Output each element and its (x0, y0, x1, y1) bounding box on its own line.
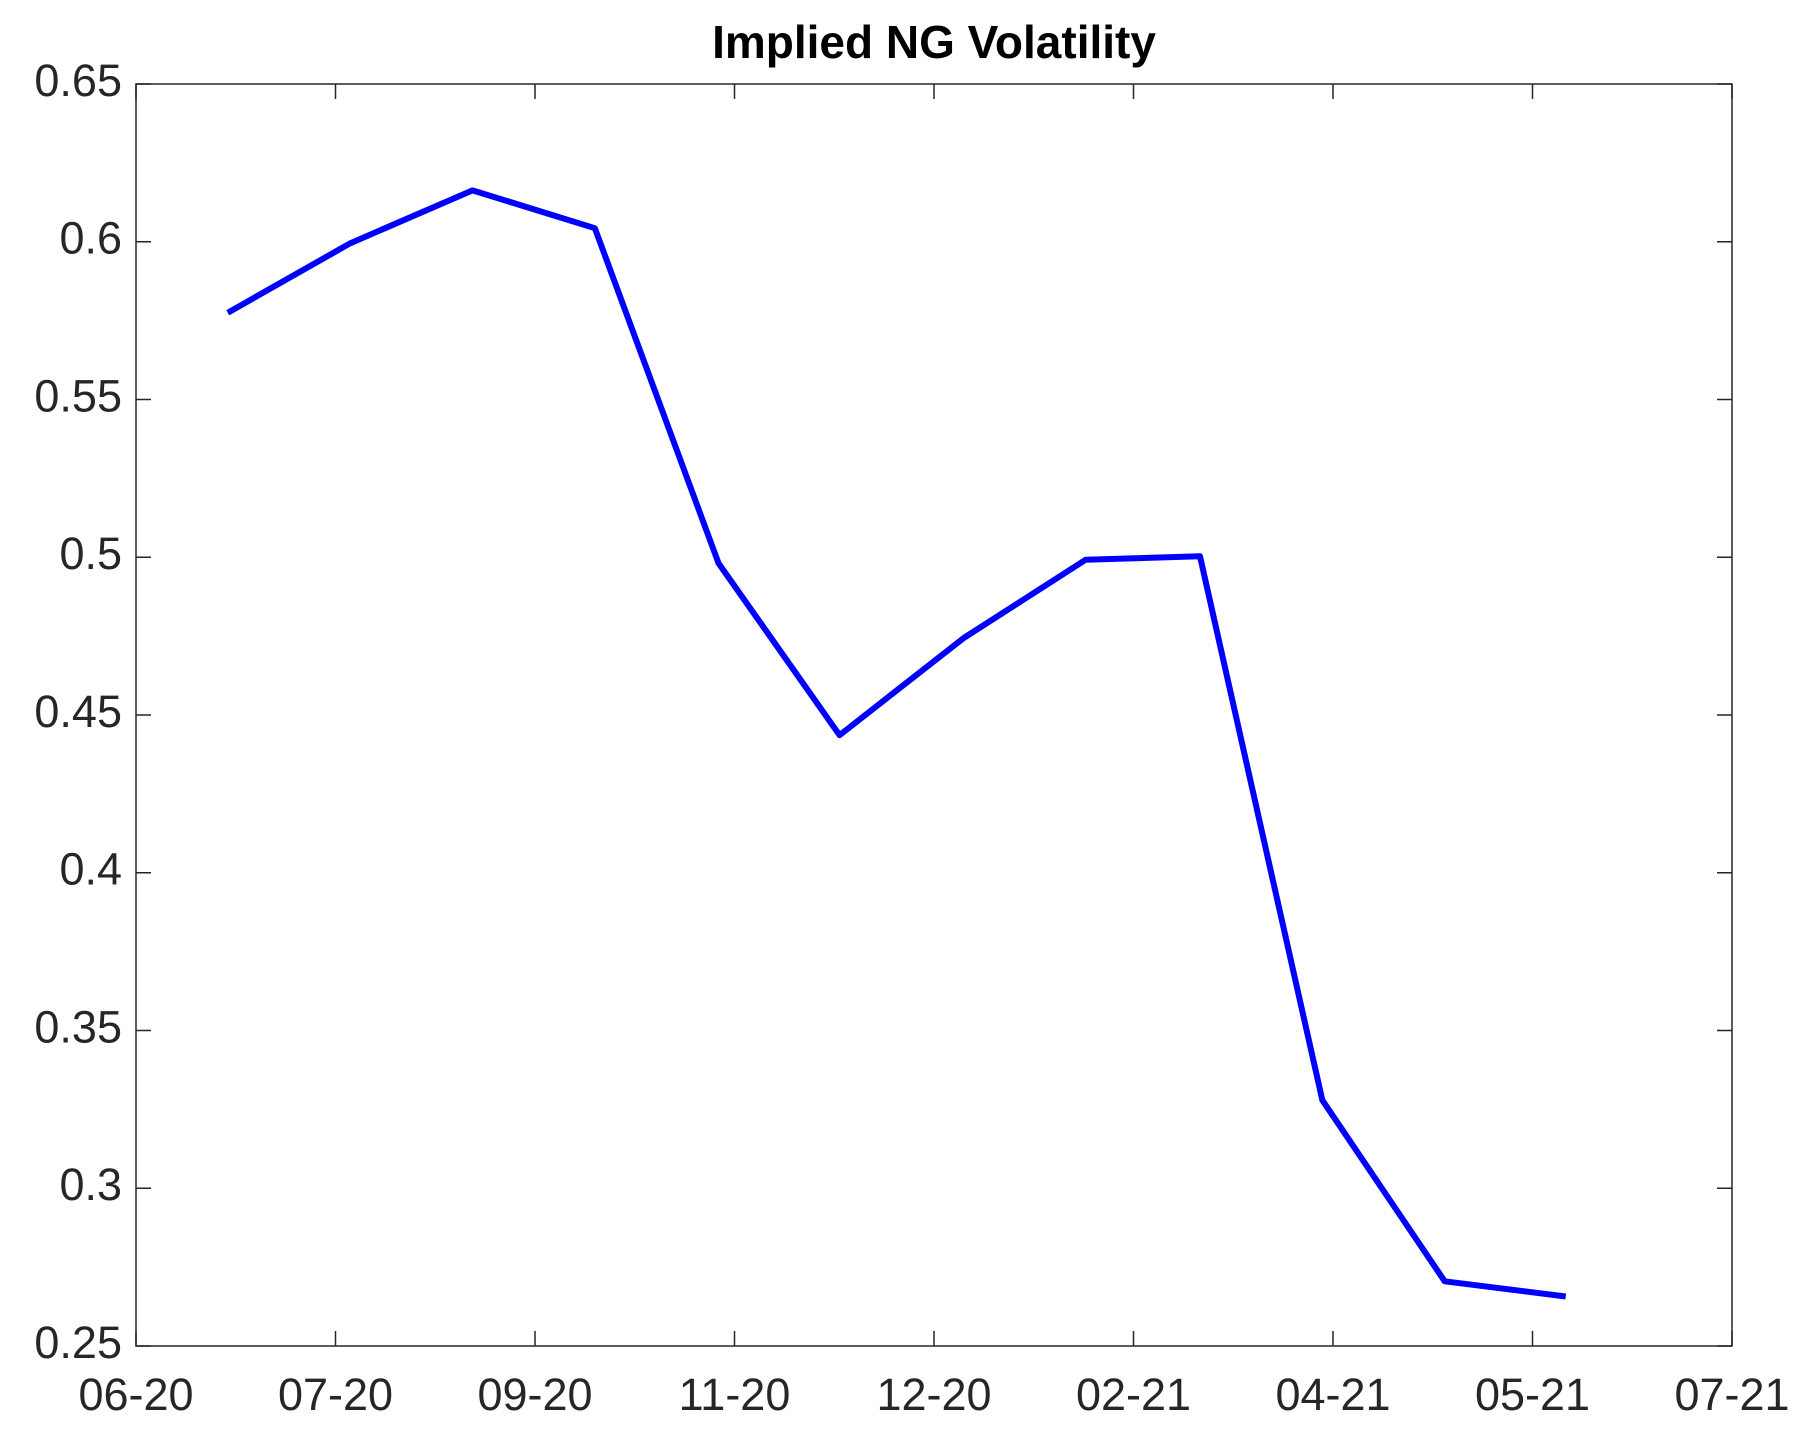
x-tick-label: 12-20 (876, 1369, 991, 1420)
x-tick-label: 11-20 (679, 1369, 791, 1420)
y-tick-label: 0.6 (59, 213, 122, 264)
y-tick-label: 0.65 (34, 55, 122, 106)
y-tick-label: 0.3 (59, 1159, 122, 1210)
x-tick-label: 07-21 (1674, 1369, 1789, 1420)
plot-frame (135, 83, 1733, 1347)
x-tick-label: 06-20 (78, 1369, 193, 1420)
x-tick-label: 07-20 (278, 1369, 393, 1420)
y-tick-label: 0.5 (59, 528, 122, 579)
x-tick-label: 04-21 (1275, 1369, 1390, 1420)
y-tick-label: 0.35 (34, 1001, 122, 1052)
y-tick-label: 0.45 (34, 686, 122, 737)
y-tick-label: 0.55 (34, 370, 122, 421)
x-tick-label: 02-21 (1076, 1369, 1191, 1420)
y-tick-label: 0.4 (59, 844, 122, 895)
y-tick-label: 0.25 (34, 1317, 122, 1368)
x-tick-label: 09-20 (477, 1369, 592, 1420)
x-tick-label: 05-21 (1475, 1369, 1590, 1420)
line-series (226, 187, 1567, 1300)
chart-title: Implied NG Volatility (712, 16, 1156, 68)
